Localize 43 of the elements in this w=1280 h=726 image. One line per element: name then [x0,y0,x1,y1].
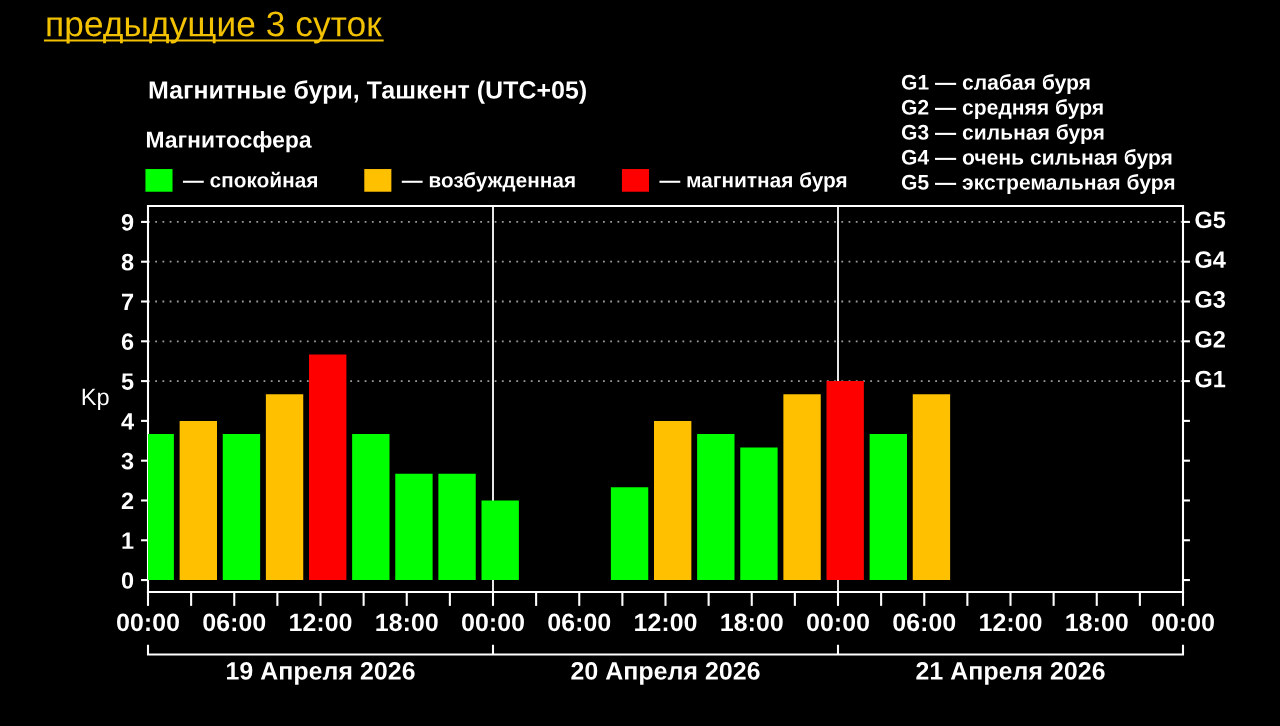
text: G4 — очень сильная буря [901,149,1172,169]
y-tick-label: 6 [121,333,134,351]
y-axis-title: Kp [82,388,109,411]
chart-title: предыдущие 3 суток [47,11,382,44]
y-tick-label: 4 [121,413,134,430]
x-tick-label: 00:00 [1152,613,1214,632]
text: G3 — сильная буря [901,124,1104,144]
legend-label: — магнитная буря [659,172,847,192]
y-tick-label: 1 [122,532,134,549]
text: G2 — средняя буря [901,99,1103,119]
x-tick-label: 12:00 [980,613,1042,632]
x-tick-label: 12:00 [635,613,697,632]
x-tick-label: 06:00 [548,613,611,632]
x-tick-label: 00:00 [807,613,869,632]
y-tick-label: 5 [121,373,134,390]
x2-tick-label: 20 Апреля 2026 [571,662,760,685]
y-tick-label: 8 [121,253,134,271]
legend-title: Магнитосфера [146,131,312,153]
chart-subtitle: Магнитные бури, Ташкент (UTC+05) [149,80,586,104]
y-tick-label: 9 [121,213,134,231]
x-tick-label: 00:00 [117,613,179,632]
x-tick-label: 18:00 [721,613,783,632]
x-tick-label: 12:00 [290,613,352,632]
y-tick-label: 0 [121,572,134,589]
ref-line-label: G3 [1195,291,1226,308]
x-tick-label: 18:00 [376,613,438,632]
text: G1 — слабая буря [901,74,1090,94]
legend-label: — спокойная [182,171,317,188]
x2-tick-label: 21 Апреля 2026 [916,662,1105,685]
y-tick-label: 3 [121,452,134,470]
ref-line-label: G1 [1195,370,1226,388]
x-tick-label: 18:00 [1066,613,1128,632]
ref-line-label: G2 [1195,330,1225,348]
legend-label: — возбужденная [401,172,575,192]
y-tick-label: 2 [121,492,134,510]
text: G5 — экстремальная буря [901,174,1175,194]
x-tick-label: 06:00 [893,613,956,632]
x2-tick-label: 19 Апреля 2026 [227,662,415,685]
ref-line-label: G4 [1195,251,1226,269]
x-tick-label: 06:00 [203,613,266,632]
y-tick-label: 7 [122,293,134,311]
ref-line-label: G5 [1195,211,1226,229]
x-tick-label: 00:00 [462,613,524,632]
